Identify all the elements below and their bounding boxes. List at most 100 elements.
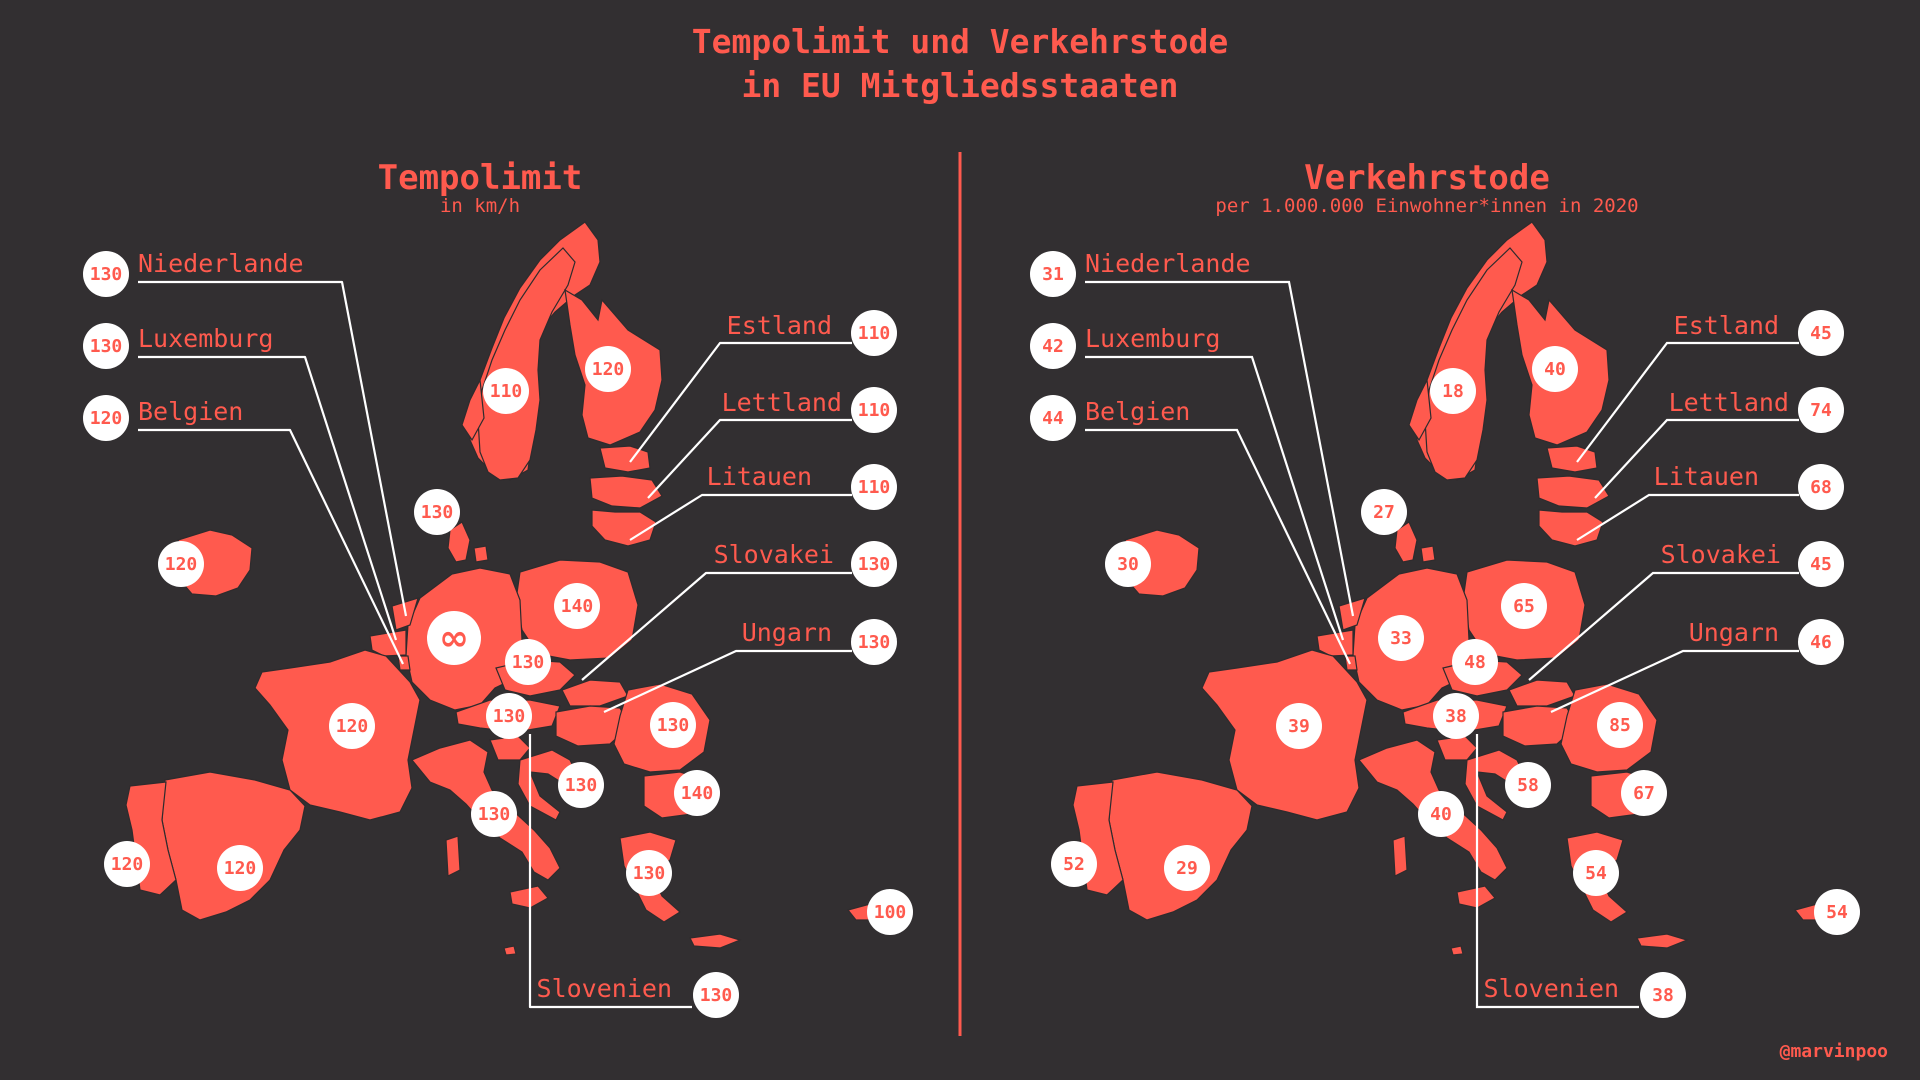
map-value-italien-speed-value: 130: [478, 804, 511, 825]
map-value-irland-deaths-circle: [1105, 541, 1151, 587]
callout-niederlande-deaths-circle: [1030, 251, 1076, 297]
callout-niederlande-speed-value: 130: [90, 264, 123, 285]
callout-estland-speed: 110: [851, 310, 897, 356]
map-value-tschechien-speed-value: 130: [512, 652, 545, 673]
callout-estland-speed-circle: [851, 310, 897, 356]
map-value-polen-speed: 140: [554, 583, 600, 629]
map-value-bulgarien-deaths-value: 67: [1633, 783, 1655, 804]
map-value-zypern-speed: 100: [867, 889, 913, 935]
callout-lettland-speed-circle: [851, 387, 897, 433]
map-value-irland-speed-circle: [158, 541, 204, 587]
leader-line-luxemburg-deaths: [1085, 355, 1345, 641]
map-value-spanien-deaths-circle: [1164, 845, 1210, 891]
map-value-griechenland-speed-circle: [626, 850, 672, 896]
callout-niederlande-deaths: 31: [1030, 251, 1076, 297]
map-value-griechenland-deaths-circle: [1573, 850, 1619, 896]
callout-luxemburg-speed-circle: [83, 323, 129, 369]
callout-ungarn-deaths-circle: [1798, 619, 1844, 665]
panel-deaths: Niederlande 31 Luxemburg 42 Belgien 44 Estland…: [1030, 249, 1860, 1018]
country-label-ungarn-deaths: Ungarn: [1689, 618, 1779, 647]
map-value-bulgarien-speed-value: 140: [681, 783, 714, 804]
callout-luxemburg-speed-value: 130: [90, 336, 123, 357]
callout-slovenien-speed-circle: [693, 972, 739, 1018]
panel-speed: Niederlande 130 Luxemburg 130 Belgien 120 Estl…: [83, 249, 913, 1018]
map-value-spanien-speed-circle: [217, 845, 263, 891]
map-value-daenemark-deaths-circle: [1361, 489, 1407, 535]
callout-ungarn-speed-value: 130: [858, 632, 891, 653]
map-value-finnland-speed: 120: [585, 346, 631, 392]
map-value-italien-speed: 130: [471, 791, 517, 837]
callout-belgien-deaths-value: 44: [1042, 408, 1064, 429]
map-value-spanien-speed: 120: [217, 845, 263, 891]
map-value-griechenland-deaths: 54: [1573, 850, 1619, 896]
callout-litauen-speed: 110: [851, 464, 897, 510]
callout-niederlande-deaths-value: 31: [1042, 264, 1064, 285]
map-value-frankreich-speed-circle: [329, 703, 375, 749]
main-title: Tempolimit und Verkehrstode in EU Mitgli…: [0, 20, 1920, 108]
callout-estland-deaths: 45: [1798, 310, 1844, 356]
map-value-griechenland-speed: 130: [626, 850, 672, 896]
map-value-griechenland-speed-value: 130: [633, 863, 666, 884]
callout-litauen-speed-value: 110: [858, 477, 891, 498]
callout-luxemburg-deaths-value: 42: [1042, 336, 1064, 357]
map-value-zypern-deaths: 54: [1814, 889, 1860, 935]
credit: @marvinpoo: [1779, 1041, 1888, 1062]
map-value-oesterreich-speed-value: 130: [493, 706, 526, 727]
leader-line-slovenien: [528, 734, 692, 1009]
main-title-line-2: in EU Mitgliedsstaaten: [741, 66, 1179, 105]
map-value-portugal-deaths: 52: [1051, 841, 1097, 887]
map-value-deutschland-deaths-circle: [1378, 615, 1424, 661]
callout-litauen-deaths-value: 68: [1810, 477, 1832, 498]
country-label-litauen-deaths: Litauen: [1654, 462, 1759, 491]
country-label-belgien-speed: Belgien: [138, 397, 243, 426]
leader-line-slovakei-deaths: [1528, 571, 1799, 681]
callout-luxemburg-speed: 130: [83, 323, 129, 369]
callout-belgien-speed-value: 120: [90, 408, 123, 429]
country-label-estland-speed: Estland: [727, 311, 832, 340]
map-value-finnland-deaths-circle: [1532, 346, 1578, 392]
callout-luxemburg-deaths: 42: [1030, 323, 1076, 369]
map-value-deutschland-speed: ∞: [427, 611, 481, 665]
map-value-kroatien-deaths-circle: [1505, 762, 1551, 808]
map-value-irland-speed: 120: [158, 541, 204, 587]
panel-subtitle-deaths: per 1.000.000 Einwohner*innen in 2020: [1215, 195, 1639, 217]
map-value-daenemark-speed-circle: [414, 489, 460, 535]
callout-slovakei-deaths: 45: [1798, 541, 1844, 587]
map-value-spanien-deaths: 29: [1164, 845, 1210, 891]
map-value-tschechien-speed: 130: [505, 639, 551, 685]
map-value-oesterreich-deaths-circle: [1433, 693, 1479, 739]
map-value-norwegen-speed-value: 110: [490, 381, 523, 402]
map-value-zypern-speed-circle: [867, 889, 913, 935]
callout-slovenien-deaths-circle: [1640, 972, 1686, 1018]
map-value-polen-speed-value: 140: [561, 596, 594, 617]
map-value-portugal-speed-value: 120: [111, 854, 144, 875]
callout-slovakei-deaths-circle: [1798, 541, 1844, 587]
map-value-rumaenien-speed-circle: [650, 702, 696, 748]
country-label-slovakei-deaths: Slovakei: [1661, 540, 1781, 569]
map-value-frankreich-speed: 120: [329, 703, 375, 749]
map-value-norwegen-deaths-value: 18: [1442, 381, 1464, 402]
country-label-slovenien-deaths: Slovenien: [1484, 974, 1619, 1003]
map-value-kroatien-speed-circle: [558, 762, 604, 808]
map-value-kroatien-speed: 130: [558, 762, 604, 808]
leader-line-belgien-deaths: [1085, 428, 1351, 665]
map-value-irland-speed-value: 120: [165, 554, 198, 575]
map-value-polen-deaths: 65: [1501, 583, 1547, 629]
map-value-rumaenien-deaths: 85: [1597, 702, 1643, 748]
map-value-spanien-deaths-value: 29: [1176, 858, 1198, 879]
country-label-lettland-speed: Lettland: [722, 388, 842, 417]
map-value-polen-speed-circle: [554, 583, 600, 629]
map-value-rumaenien-speed-value: 130: [657, 715, 690, 736]
panel-title-speed: Tempolimit: [377, 158, 583, 198]
map-value-zypern-deaths-circle: [1814, 889, 1860, 935]
callout-luxemburg-deaths-circle: [1030, 323, 1076, 369]
leader-line-slovenien-deaths: [1475, 734, 1639, 1009]
map-value-kroatien-deaths: 58: [1505, 762, 1551, 808]
map-value-irland-deaths-value: 30: [1117, 554, 1139, 575]
callout-lettland-speed-value: 110: [858, 400, 891, 421]
map-value-norwegen-speed-circle: [483, 368, 529, 414]
map-value-finnland-deaths: 40: [1532, 346, 1578, 392]
callout-slovenien-speed: 130: [693, 972, 739, 1018]
callout-lettland-deaths-circle: [1798, 387, 1844, 433]
